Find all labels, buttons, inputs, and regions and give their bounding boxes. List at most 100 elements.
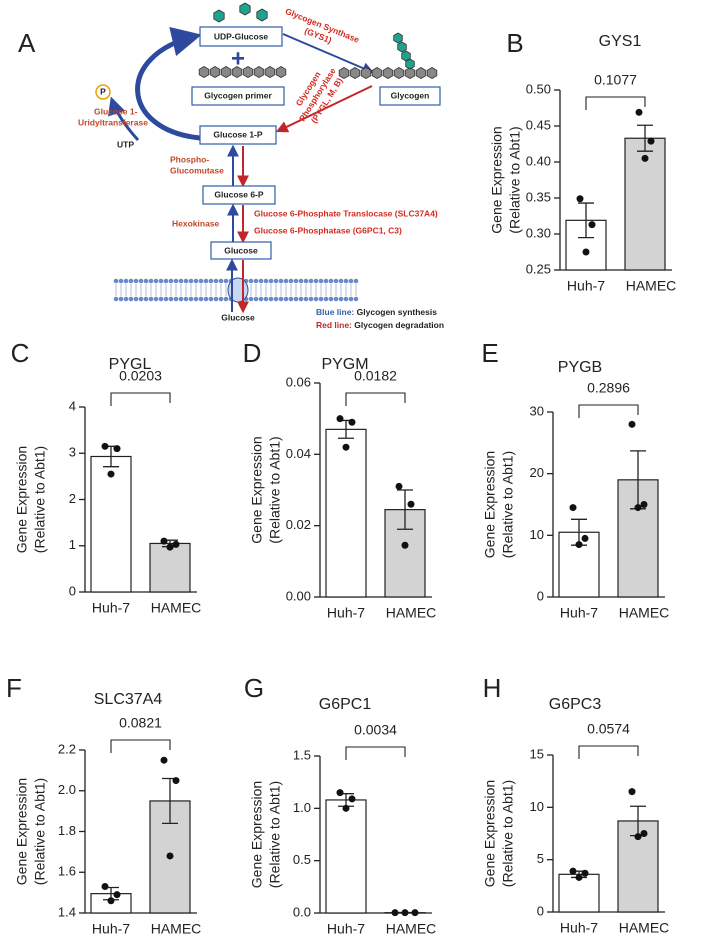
lipid-head (313, 278, 319, 284)
y-axis-label: (Relative to Abt1) (500, 451, 516, 558)
glucose-unit (404, 67, 416, 79)
lipid-head (138, 278, 144, 284)
lipid-head (118, 278, 124, 284)
lipid-head (293, 278, 299, 284)
data-point (172, 540, 180, 548)
data-point (575, 541, 583, 549)
lipid-head (303, 296, 309, 302)
chart-title: PYGB (558, 359, 602, 376)
y-axis-label: Gene Expression (14, 446, 30, 553)
y-tick-label: 1.0 (293, 800, 311, 815)
data-point (395, 482, 403, 490)
lipid-head (343, 278, 349, 284)
data-point (575, 873, 583, 881)
lipid-head (133, 296, 139, 302)
y-axis-label: (Relative to Abt1) (267, 436, 283, 543)
bar (325, 428, 367, 598)
lipid-head (293, 296, 299, 302)
enzyme-label: Phospho- (170, 154, 209, 164)
significance-bracket (345, 746, 406, 760)
glucose-unit (242, 66, 254, 78)
data-point (401, 909, 409, 917)
data-point (160, 537, 168, 545)
p-value: 0.0034 (354, 722, 397, 738)
p-value: 0.0182 (354, 368, 397, 384)
y-axis-label: (Relative to Abt1) (507, 126, 523, 233)
lipid-head (173, 278, 179, 284)
node-label: Glucose 1-P (213, 129, 262, 139)
data-point (166, 852, 174, 860)
chart-title: PYGM (321, 356, 368, 373)
lipid-head (193, 296, 199, 302)
panel-letter: D (243, 338, 262, 368)
p-value: 0.0203 (119, 368, 162, 384)
p-value: 0.1077 (594, 72, 637, 88)
lipid-head (278, 296, 284, 302)
data-point (640, 501, 648, 508)
y-tick-label: 0.50 (526, 81, 551, 96)
glucose-unit (393, 32, 403, 44)
node-box (191, 86, 285, 106)
y-tick-label: 0.00 (286, 588, 311, 603)
plus: + (231, 45, 245, 72)
data-point (401, 541, 409, 549)
lipid-head (248, 278, 254, 284)
panel-letter: A (18, 28, 36, 58)
glucose-unit (405, 58, 415, 70)
data-point (569, 867, 577, 875)
node-label: Glycogen (391, 90, 430, 100)
y-axis-label: Gene Expression (249, 436, 265, 543)
node-label: Glucose (221, 312, 255, 322)
y-tick-label: 0.40 (526, 153, 551, 168)
lipid-head (318, 278, 324, 284)
lipid-head (223, 296, 229, 302)
lipid-head (178, 278, 184, 284)
y-tick-label: 5 (537, 851, 544, 866)
lipid-head (333, 296, 339, 302)
lipid-head (253, 278, 259, 284)
lipid-head (208, 278, 214, 284)
y-tick-label: 15 (530, 746, 544, 761)
node-box (199, 125, 277, 145)
lipid-head (308, 296, 314, 302)
y-tick-label: 2 (69, 491, 76, 506)
lipid-head (288, 278, 294, 284)
lipid-head (248, 296, 254, 302)
glucose-unit (275, 66, 287, 78)
data-point (628, 788, 636, 796)
lipid-head (268, 278, 274, 284)
glucose-unit (338, 67, 350, 79)
data-point (342, 443, 350, 451)
data-point (336, 789, 344, 797)
data-point (166, 543, 174, 551)
lipid-head (343, 296, 349, 302)
lipid-head (153, 278, 159, 284)
lipid-head (313, 296, 319, 302)
x-tick-label: HAMEC (386, 921, 437, 937)
node-box (379, 86, 441, 106)
data-point (342, 804, 350, 812)
legend-key: Red line: (316, 320, 352, 330)
lipid-head (268, 296, 274, 302)
x-tick-label: Huh-7 (560, 920, 598, 936)
glucose-unit (231, 66, 243, 78)
y-tick-label: 1 (69, 537, 76, 552)
panel-letter: G (244, 673, 264, 703)
node-label: UDP-Glucose (214, 31, 269, 41)
chart-title: G6PC1 (319, 696, 372, 713)
data-point (582, 248, 590, 256)
x-tick-label: HAMEC (619, 920, 670, 936)
y-axis-label: Gene Expression (482, 451, 498, 558)
y-axis-label: (Relative to Abt1) (500, 780, 516, 887)
lipid-head (158, 296, 164, 302)
glucose-unit (393, 67, 405, 79)
lipid-head (163, 278, 169, 284)
glucose-unit (256, 8, 268, 22)
data-point (576, 195, 584, 203)
x-tick-label: HAMEC (151, 921, 202, 937)
y-axis-label: Gene Expression (489, 126, 505, 233)
x-tick-label: Huh-7 (92, 600, 130, 616)
lipid-head (298, 296, 304, 302)
data-point (407, 500, 415, 508)
